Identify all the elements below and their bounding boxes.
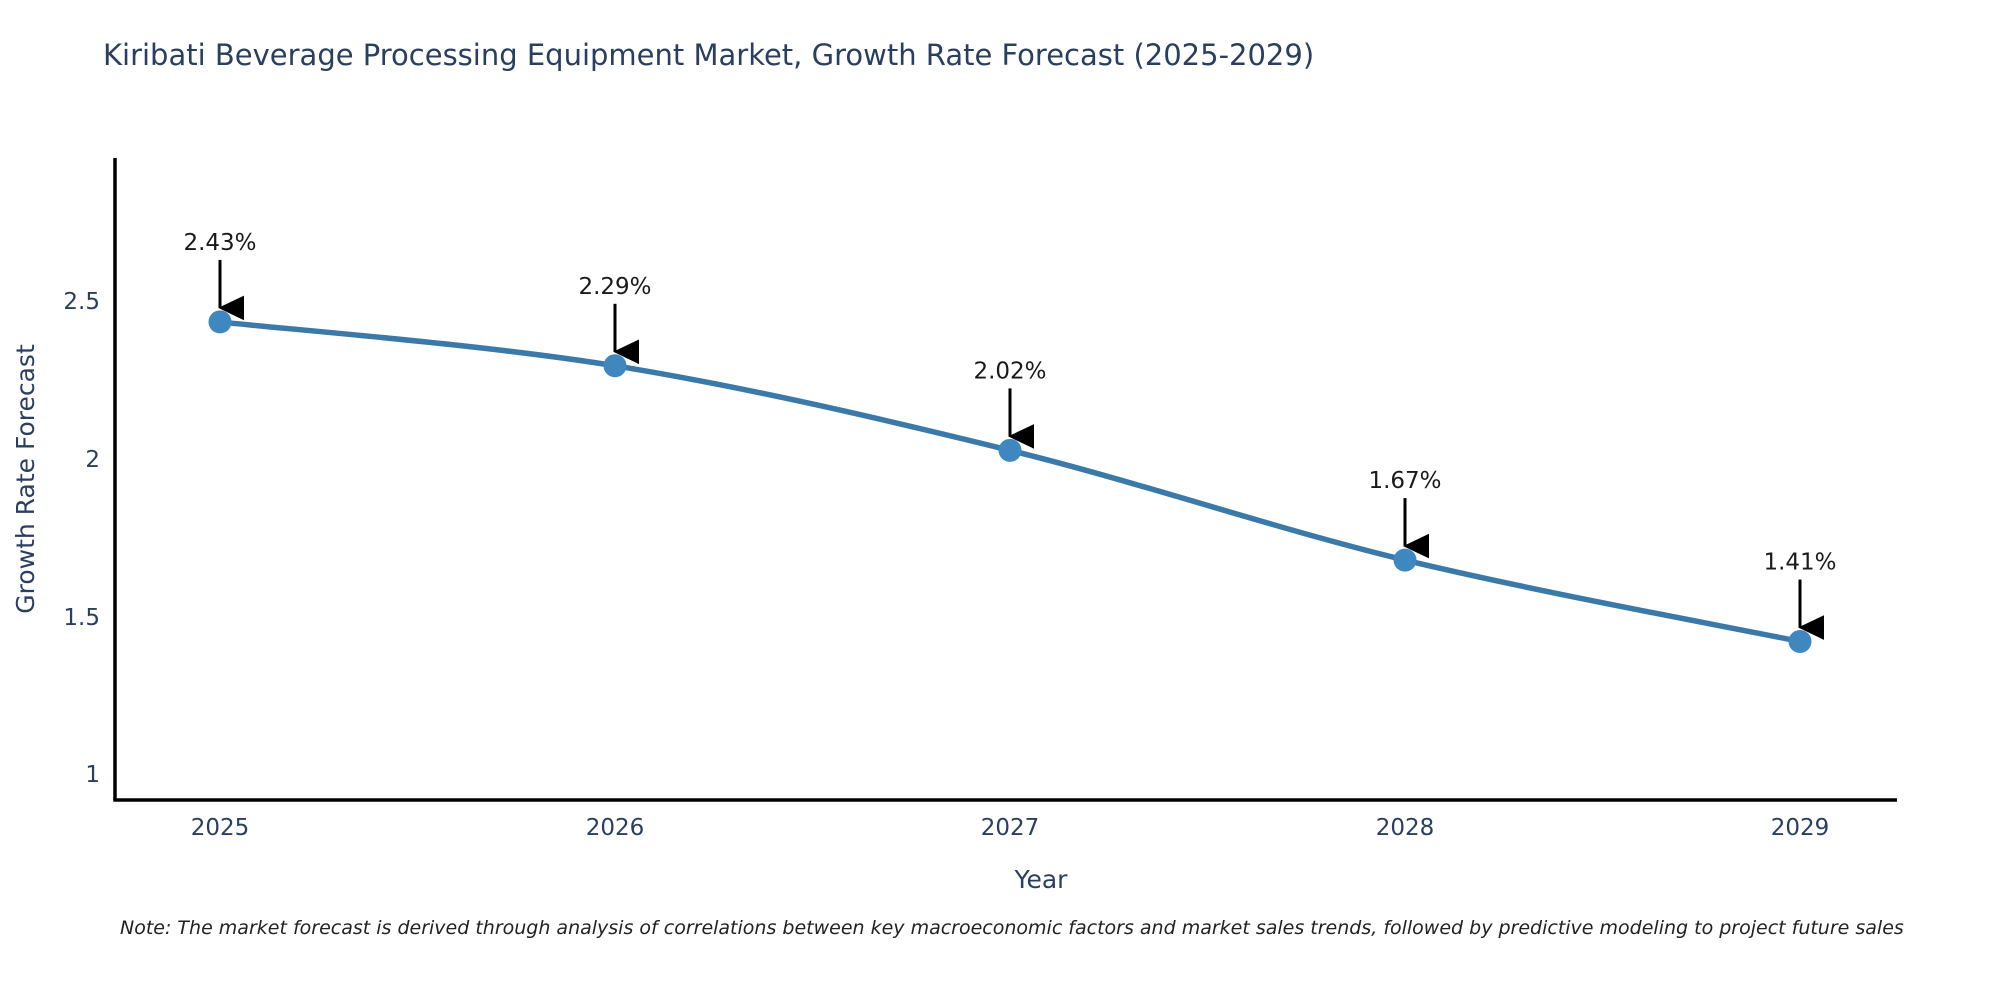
y-tick-label: 1: [85, 762, 100, 788]
data-point-label: 2.43%: [183, 230, 256, 256]
x-tick-label: 2027: [981, 815, 1040, 841]
chart-title: Kiribati Beverage Processing Equipment M…: [103, 38, 1315, 72]
x-tick-label: 2028: [1376, 815, 1435, 841]
x-tick-label: 2026: [586, 815, 645, 841]
y-tick-label: 2.5: [63, 289, 100, 315]
y-axis-title: Growth Rate Forecast: [11, 344, 40, 614]
point-annotations: 2.43% 2.29% 2.02% 1.67% 1.41%: [183, 230, 1837, 640]
data-point-marker[interactable]: [1393, 548, 1417, 572]
data-point-marker[interactable]: [998, 438, 1022, 462]
chart-footnote: Note: The market forecast is derived thr…: [120, 917, 1904, 939]
data-point-label: 1.41%: [1763, 550, 1836, 576]
data-point-marker[interactable]: [1788, 630, 1812, 654]
data-point-label: 2.29%: [578, 274, 651, 300]
data-point-marker[interactable]: [208, 310, 232, 334]
data-point-marker[interactable]: [603, 354, 627, 378]
x-tick-label: 2025: [191, 815, 250, 841]
y-tick-label: 2: [85, 447, 100, 473]
data-point-label: 2.02%: [973, 358, 1046, 384]
x-axis-title: Year: [1014, 865, 1069, 894]
y-tick-label: 1.5: [63, 605, 100, 631]
data-point-label: 1.67%: [1368, 468, 1441, 494]
x-tick-label: 2029: [1771, 815, 1830, 841]
